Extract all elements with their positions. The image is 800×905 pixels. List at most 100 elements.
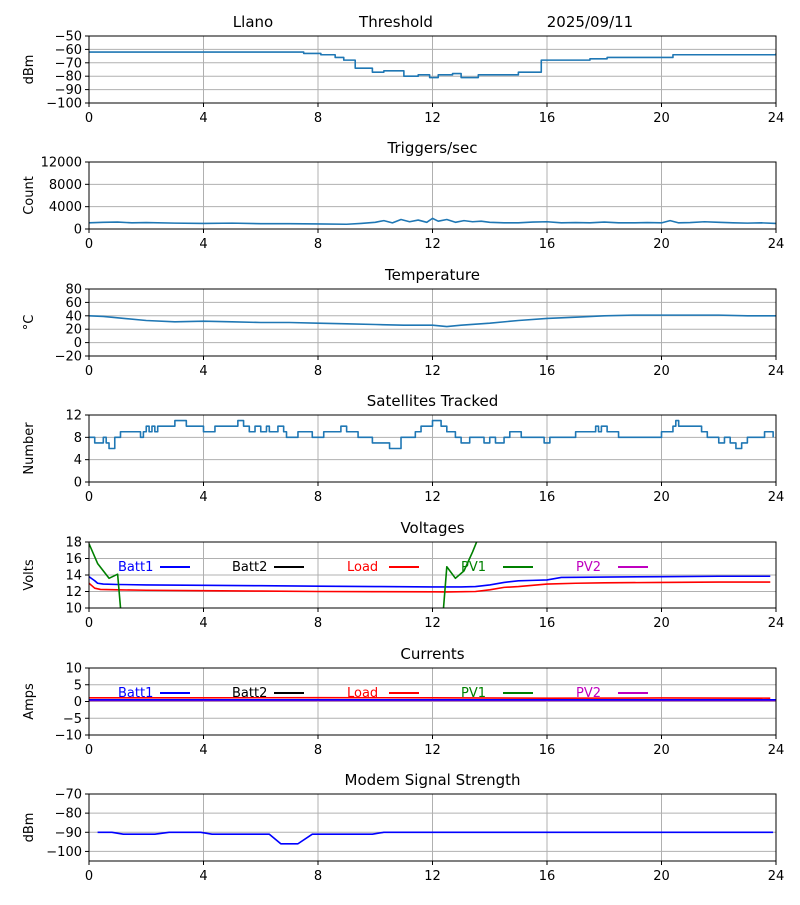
legend-label-load: Load — [347, 560, 378, 575]
legend-label-batt2: Batt2 — [232, 686, 267, 701]
legend-label-load: Load — [347, 686, 378, 701]
y-axis-label: Number — [22, 422, 37, 475]
x-tick-label: 0 — [85, 743, 93, 758]
y-tick-label: −100 — [46, 97, 82, 112]
y-axis-label: Amps — [22, 683, 37, 720]
y-tick-label: 16 — [65, 552, 82, 567]
x-tick-label: 24 — [768, 743, 785, 758]
y-axis-label: Volts — [22, 559, 37, 591]
series-line-batt1 — [89, 575, 771, 588]
x-tick-label: 0 — [85, 237, 93, 252]
x-tick-label: 24 — [768, 869, 785, 884]
y-tick-label: −90 — [55, 83, 82, 98]
legend-label-pv2: PV2 — [576, 560, 601, 575]
x-tick-label: 24 — [768, 616, 785, 631]
x-tick-label: 8 — [314, 869, 322, 884]
y-tick-label: −80 — [55, 70, 82, 85]
plot-area — [89, 542, 771, 608]
x-tick-label: 0 — [85, 869, 93, 884]
y-tick-label: −70 — [55, 56, 82, 71]
x-tick-label: 4 — [199, 616, 207, 631]
y-tick-label: 0 — [74, 476, 82, 491]
plot-area — [89, 314, 776, 328]
series-line-3-0 — [89, 419, 774, 450]
plot-area — [89, 217, 776, 226]
header-mode: Threshold — [358, 13, 433, 31]
y-tick-label: −20 — [55, 350, 82, 365]
x-tick-label: 12 — [424, 616, 441, 631]
y-tick-label: −100 — [46, 845, 82, 860]
y-tick-label: 10 — [65, 662, 82, 677]
legend-label-pv2: PV2 — [576, 686, 601, 701]
y-tick-label: −10 — [55, 729, 82, 744]
chart-title: Triggers/sec — [387, 139, 478, 157]
legend-label-batt2: Batt2 — [232, 560, 267, 575]
x-tick-label: 20 — [653, 364, 670, 379]
x-tick-label: 16 — [539, 743, 556, 758]
y-tick-label: −90 — [55, 826, 82, 841]
y-tick-label: 0 — [74, 336, 82, 351]
plot-area — [89, 419, 774, 450]
y-tick-label: 40 — [65, 309, 82, 324]
header-site: Llano — [233, 13, 273, 31]
x-tick-label: 20 — [653, 616, 670, 631]
y-tick-label: 8000 — [49, 178, 82, 193]
x-tick-label: 12 — [424, 490, 441, 505]
y-tick-label: −5 — [63, 712, 82, 727]
legend-label-pv1: PV1 — [461, 560, 486, 575]
series-line-load — [89, 581, 771, 593]
legend-label-pv1: PV1 — [461, 686, 486, 701]
plot-area — [89, 696, 776, 702]
legend-label-batt1: Batt1 — [118, 560, 153, 575]
x-tick-label: 20 — [653, 237, 670, 252]
x-tick-label: 8 — [314, 364, 322, 379]
x-tick-label: 12 — [424, 869, 441, 884]
plot-area — [97, 831, 774, 845]
x-tick-label: 0 — [85, 490, 93, 505]
x-tick-label: 4 — [199, 743, 207, 758]
y-tick-label: 12 — [65, 585, 82, 600]
series-line-modem — [97, 831, 774, 845]
y-axis-label: °C — [22, 315, 37, 331]
y-tick-label: −80 — [55, 807, 82, 822]
y-axis-label: dBm — [22, 813, 37, 843]
x-tick-label: 24 — [768, 490, 785, 505]
x-tick-label: 4 — [199, 490, 207, 505]
y-tick-label: 0 — [74, 695, 82, 710]
y-tick-label: 14 — [65, 569, 82, 584]
y-tick-label: 0 — [74, 223, 82, 238]
legend-label-batt1: Batt1 — [118, 686, 153, 701]
x-tick-label: 12 — [424, 364, 441, 379]
x-tick-label: 4 — [199, 364, 207, 379]
y-tick-label: 12000 — [41, 156, 82, 171]
x-tick-label: 8 — [314, 490, 322, 505]
x-tick-label: 16 — [539, 237, 556, 252]
chart-title: Temperature — [384, 266, 480, 284]
x-tick-label: 8 — [314, 237, 322, 252]
x-tick-label: 24 — [768, 111, 785, 126]
series-line-load — [89, 696, 771, 699]
y-tick-label: 60 — [65, 296, 82, 311]
chart-title: Currents — [400, 645, 464, 663]
x-tick-label: 16 — [539, 869, 556, 884]
series-line-pv1 — [89, 542, 478, 608]
x-tick-label: 16 — [539, 490, 556, 505]
series-line-1-0 — [89, 217, 776, 226]
x-tick-label: 8 — [314, 616, 322, 631]
y-tick-label: −50 — [55, 30, 82, 45]
x-tick-label: 8 — [314, 743, 322, 758]
y-tick-label: −70 — [55, 788, 82, 803]
chart-title: Satellites Tracked — [367, 392, 498, 410]
y-tick-label: 12 — [65, 409, 82, 424]
y-tick-label: 18 — [65, 536, 82, 551]
y-tick-label: 80 — [65, 283, 82, 298]
x-tick-label: 12 — [424, 743, 441, 758]
x-tick-label: 20 — [653, 743, 670, 758]
series-line-0-0 — [89, 51, 776, 79]
x-tick-label: 20 — [653, 869, 670, 884]
x-tick-label: 24 — [768, 364, 785, 379]
x-tick-label: 12 — [424, 111, 441, 126]
y-tick-label: 10 — [65, 602, 82, 617]
